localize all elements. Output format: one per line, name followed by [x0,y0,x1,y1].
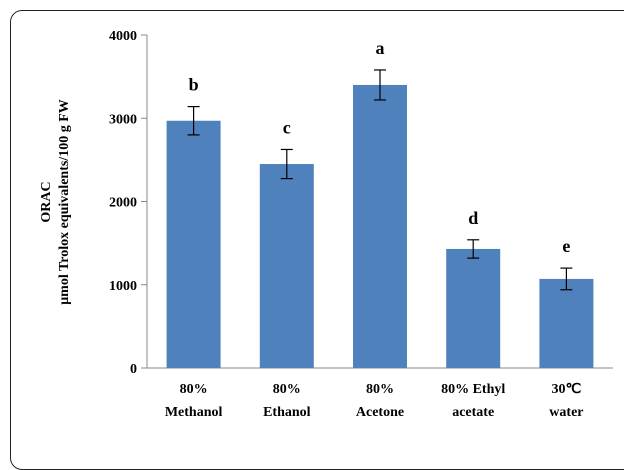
y-tick-label: 2000 [109,196,137,211]
x-tick-label-line-1: 80% [366,382,394,397]
x-tick-label-line-2: Acetone [356,405,404,420]
error-bar [560,267,573,291]
error-bar [467,239,480,259]
x-tick-label-line-1: 80% Ethyl [441,382,505,397]
y-ticks: 0 1000 2000 3000 4000 [109,29,147,377]
y-axis-title-line-2: μmol Trolox equivalents/100 g FW [57,99,72,305]
x-tick-label-line-1: 80% [273,382,301,397]
y-tick-label: 4000 [109,29,137,44]
significance-label: e [562,236,570,256]
significance-labels: b c a d e [189,38,571,256]
x-tick-label-line-2: Methanol [165,405,223,420]
y-tick-label: 1000 [109,279,137,294]
significance-label: d [468,208,478,228]
x-tick-label-line-2: acetate [452,405,494,420]
bar [539,278,594,368]
x-tick-label-line-1: 80% [180,382,208,397]
bar [446,248,501,368]
significance-label: a [376,38,385,58]
x-tick-label-line-2: Ethanol [263,405,311,420]
x-tick-label-line-2: water [549,405,583,420]
bars [166,84,594,368]
bar [259,164,314,368]
significance-label: b [189,75,199,95]
error-bars [187,69,573,291]
x-tick-label-line-1: 30℃ [552,382,582,397]
error-bar [187,105,200,136]
y-tick-label: 3000 [109,112,137,127]
x-tick-labels: 80% Methanol 80% Ethanol 80% Acetone 80% Ethyl… [165,382,584,420]
bar [353,84,407,368]
bar [166,120,221,368]
significance-label: c [283,117,291,137]
error-bar [280,148,293,180]
bar-chart: ORAC μmol Trolox equivalents/100 g FW 0 1… [39,29,613,420]
y-tick-label: 0 [130,362,137,377]
error-bar [374,69,386,101]
y-axis-title: ORAC μmol Trolox equivalents/100 g FW [39,99,72,305]
y-axis-title-line-1: ORAC [39,181,54,222]
